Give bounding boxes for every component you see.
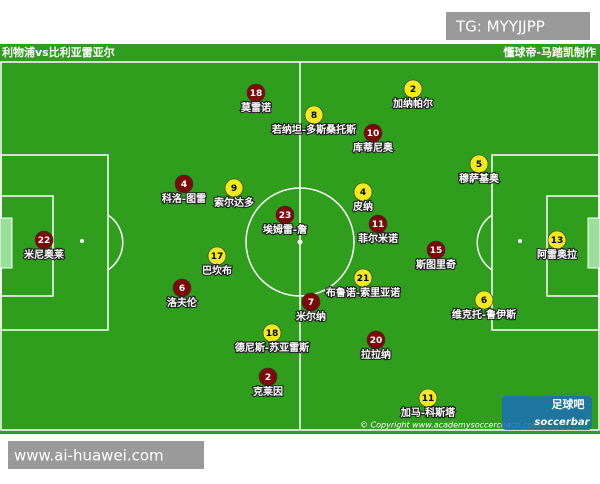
player-name: 洛夫伦	[167, 296, 198, 309]
player-number: 4	[181, 180, 187, 190]
player-marker	[301, 292, 321, 312]
copyright: © Copyright www.academysoccercoach.com	[360, 421, 540, 430]
player-name: 斯图里奇	[416, 258, 456, 271]
player-number: 2	[410, 85, 416, 95]
player-name: 若纳坦-多斯桑托斯	[271, 123, 356, 136]
player-name: 埃姆雷-詹	[263, 223, 307, 236]
player-name: 克莱因	[253, 385, 283, 398]
player-marker	[469, 154, 489, 174]
player-marker	[366, 330, 386, 350]
header-left: 利物浦vs比利亚雷亚尔	[2, 45, 115, 59]
player-marker	[547, 230, 567, 250]
player-number: 13	[551, 236, 564, 246]
player-marker	[368, 214, 388, 234]
player-marker	[246, 83, 266, 103]
player-number: 5	[476, 160, 482, 170]
penalty-spot	[80, 239, 84, 243]
watermark-box	[8, 441, 204, 469]
player-marker	[426, 240, 446, 260]
player-number: 7	[308, 298, 314, 308]
player-marker	[418, 388, 438, 408]
player-name: 加纳帕尔	[392, 97, 433, 110]
player-number: 21	[357, 274, 370, 284]
player-number: 22	[38, 236, 51, 246]
player-name: 巴坎布	[202, 264, 232, 277]
logo-subtitle: soccerbar	[534, 417, 590, 428]
player-name: 阿雷奥拉	[537, 248, 577, 261]
player-number: 23	[279, 211, 292, 221]
player-number: 20	[370, 336, 383, 346]
player-marker	[258, 367, 278, 387]
player-marker	[34, 230, 54, 250]
header-right: 懂球帝-马踏凯制作	[503, 45, 596, 59]
player-number: 6	[179, 284, 185, 294]
player-marker	[403, 79, 423, 99]
player-name: 拉拉纳	[361, 348, 391, 361]
player-name: 米尼奥莱	[24, 248, 64, 261]
player-name: 莫雷诺	[240, 101, 271, 114]
player-number: 11	[422, 394, 435, 404]
player-marker	[262, 323, 282, 343]
player-marker	[363, 123, 383, 143]
player-marker	[353, 268, 373, 288]
player-name: 库蒂尼奥	[353, 141, 394, 154]
watermark-box	[446, 12, 590, 40]
logo-title: 足球吧	[552, 397, 585, 411]
player-number: 8	[311, 111, 317, 121]
player-name: 索尔达多	[214, 196, 254, 209]
goal	[587, 217, 600, 269]
watermark-top: TG: MYYJJPP	[455, 18, 545, 36]
watermark-bottom: www.ai-huawei.com	[14, 447, 164, 465]
player-number: 4	[360, 188, 366, 198]
player-name: 穆萨基奥	[459, 172, 500, 185]
player-number: 2	[265, 373, 271, 383]
player-name: 布鲁诺-索里亚诺	[326, 286, 400, 299]
player-number: 17	[211, 252, 224, 262]
player-number: 18	[250, 89, 263, 99]
center-spot	[297, 239, 303, 245]
player-name: 加马-科斯塔	[400, 406, 456, 419]
player-number: 9	[231, 184, 237, 194]
player-name: 科洛-图雷	[162, 192, 206, 205]
player-number: 18	[266, 329, 279, 339]
player-name: 维克托-鲁伊斯	[452, 308, 516, 321]
logo	[502, 396, 592, 430]
player-marker	[275, 205, 295, 225]
player-number: 10	[367, 129, 380, 139]
goal	[0, 217, 13, 269]
player-marker	[353, 182, 373, 202]
player-number: 6	[481, 296, 487, 306]
player-name: 米尔纳	[296, 310, 326, 323]
player-name: 皮纳	[352, 200, 373, 213]
penalty-spot	[518, 239, 522, 243]
player-marker	[207, 246, 227, 266]
player-marker	[304, 105, 324, 125]
player-marker	[474, 290, 494, 310]
player-marker	[172, 278, 192, 298]
player-name: 菲尔米诺	[358, 232, 398, 245]
player-marker	[174, 174, 194, 194]
player-number: 15	[430, 246, 443, 256]
player-number: 11	[372, 220, 385, 230]
player-name: 德尼斯-苏亚雷斯	[234, 341, 309, 354]
player-marker	[224, 178, 244, 198]
